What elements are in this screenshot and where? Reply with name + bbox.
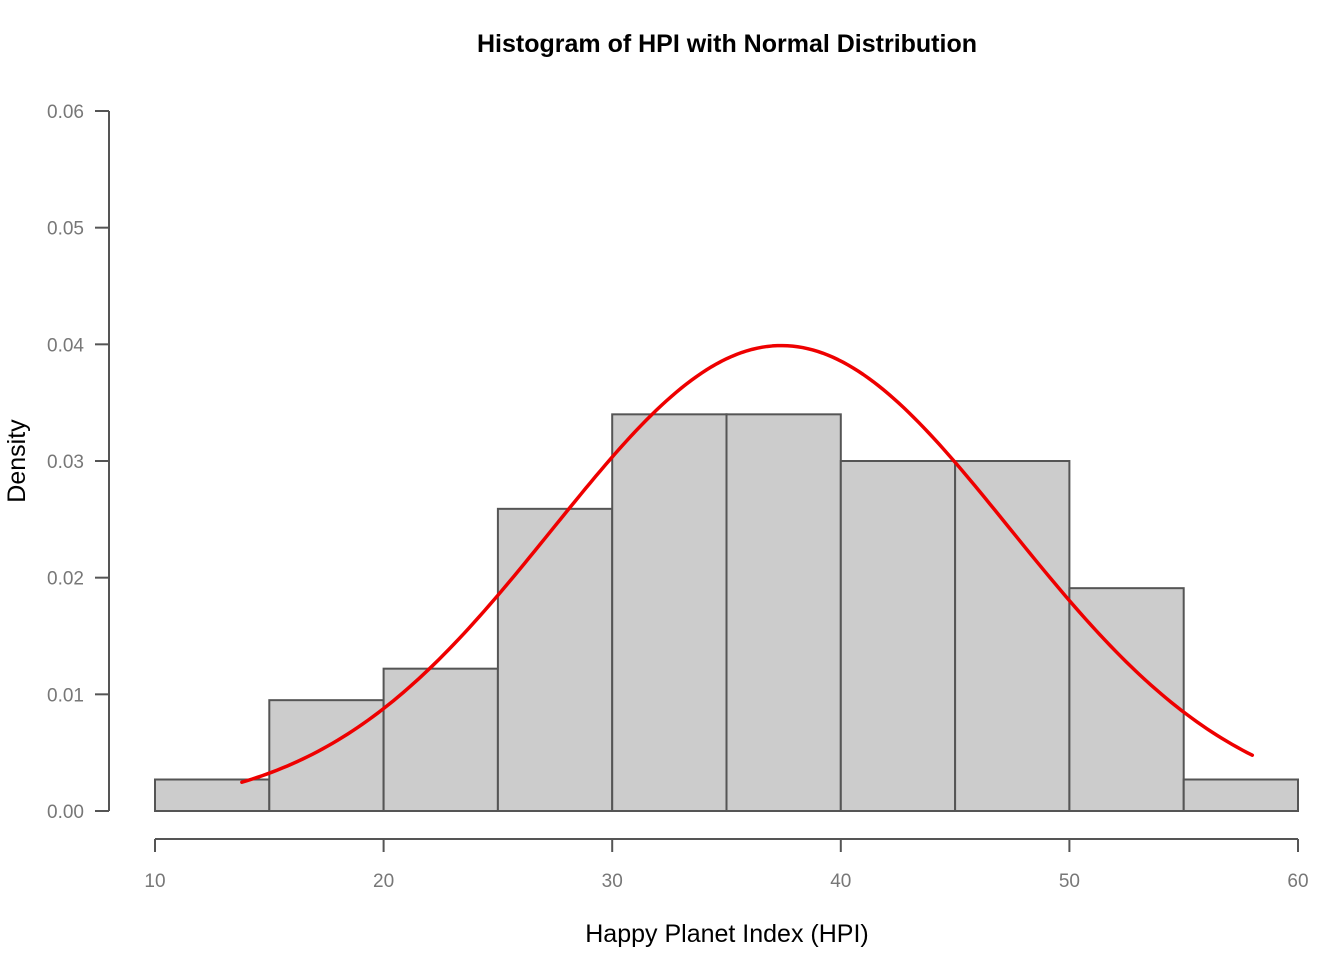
y-tick-label: 0.04 — [47, 335, 84, 356]
histogram-bar — [1182, 778, 1299, 812]
histogram-bar — [154, 778, 271, 812]
y-tick-label: 0.02 — [47, 569, 84, 590]
normal-distribution-curve — [240, 343, 1255, 785]
histogram-bar — [611, 413, 728, 812]
x-tick-label: 20 — [373, 871, 394, 892]
x-tick-label: 50 — [1059, 871, 1080, 892]
y-tick-label: 0.05 — [47, 219, 84, 240]
x-axis: 10 20 30 40 50 60 — [144, 838, 1309, 892]
x-tick-label: 40 — [830, 871, 851, 892]
y-axis-label: Density — [3, 419, 31, 503]
histogram-bar — [725, 413, 842, 812]
x-tick-label: 60 — [1287, 871, 1308, 892]
y-tick-label: 0.00 — [47, 802, 84, 823]
histogram-bar — [496, 507, 614, 812]
x-axis-label: Happy Planet Index (HPI) — [585, 920, 868, 948]
histogram-bar — [382, 667, 499, 813]
histogram-bar — [839, 460, 957, 812]
y-axis: 0.00 0.01 0.02 0.03 0.04 0.05 0.06 — [47, 102, 110, 823]
histogram-bar — [954, 460, 1071, 812]
x-tick-label: 30 — [602, 871, 623, 892]
x-tick-label: 10 — [144, 871, 165, 892]
y-tick-label: 0.01 — [47, 685, 84, 706]
y-tick-label: 0.06 — [47, 102, 84, 123]
y-tick-label: 0.03 — [47, 452, 84, 473]
normal-curve-layer — [240, 343, 1255, 785]
histogram-bar — [1068, 587, 1185, 813]
chart-title: Histogram of HPI with Normal Distributio… — [477, 30, 977, 58]
histogram-bar — [268, 699, 385, 813]
histogram-bars — [154, 413, 1299, 813]
